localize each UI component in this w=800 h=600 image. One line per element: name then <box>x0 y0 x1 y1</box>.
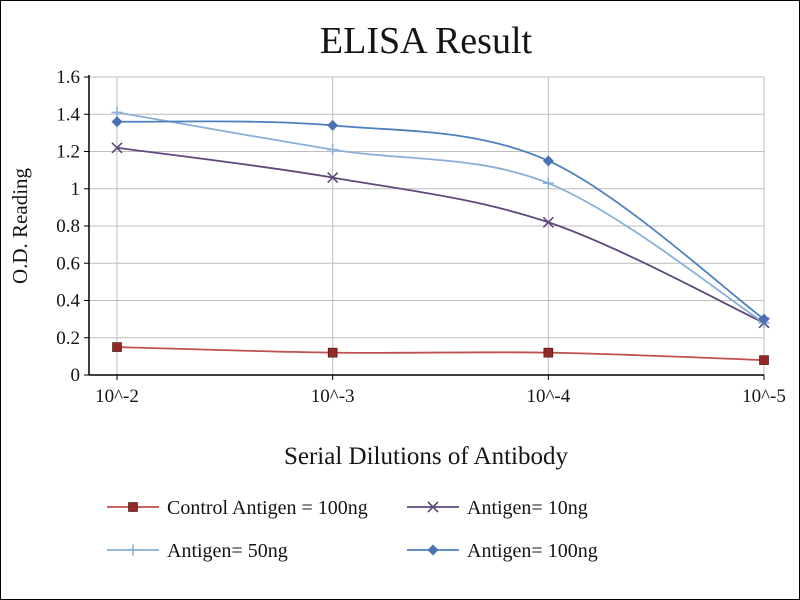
marker-diamond-icon <box>758 313 770 325</box>
series-line <box>116 111 765 324</box>
y-tick-label: 1.2 <box>56 142 80 163</box>
y-tick-label: 1.6 <box>56 67 80 88</box>
series-line <box>116 120 765 320</box>
series-control-antigen-100ng <box>112 342 769 365</box>
y-tick-label: 0.8 <box>56 216 80 237</box>
marker-plus-icon <box>542 177 554 189</box>
marker-x-icon <box>111 142 123 154</box>
marker-square-icon <box>112 342 122 352</box>
marker-x-icon <box>542 216 554 228</box>
legend-label: Antigen= 50ng <box>167 540 288 562</box>
plot-area: 0 0.2 0.4 0.6 0.8 1 1.2 1.4 1.6 10^-2 10^-3 10^-4 10… <box>56 67 786 407</box>
legend-item: Control Antigen = 100ng <box>107 497 368 519</box>
marker-plus-icon <box>111 106 123 118</box>
legend-label: Antigen= 100ng <box>467 540 598 562</box>
series-antigen-100ng <box>111 116 770 325</box>
marker-diamond-icon <box>111 116 123 128</box>
marker-diamond-icon <box>542 155 554 167</box>
legend-label: Antigen= 10ng <box>467 497 588 519</box>
marker-x-icon <box>427 501 439 513</box>
y-tick-label: 0 <box>71 365 81 386</box>
chart-legend: Control Antigen = 100ng Antigen= 10ng Anti… <box>107 497 598 562</box>
series-line <box>116 146 765 324</box>
legend-label: Control Antigen = 100ng <box>167 497 368 519</box>
marker-plus-icon <box>127 544 139 556</box>
y-tick-label: 1.4 <box>56 104 80 125</box>
marker-x-icon <box>327 172 339 184</box>
x-tick-label: 10^-3 <box>311 386 355 407</box>
legend-item: Antigen= 50ng <box>107 540 288 562</box>
legend-item: Antigen= 10ng <box>407 497 588 519</box>
marker-square-icon <box>543 347 554 358</box>
y-tick-label: 1 <box>71 179 81 200</box>
y-axis-label: O.D. Reading <box>8 167 32 284</box>
chart-title: ELISA Result <box>320 20 533 62</box>
marker-square-icon <box>759 355 769 365</box>
legend-item: Antigen= 100ng <box>407 540 598 562</box>
y-tick-label: 0.4 <box>56 291 80 312</box>
y-tick-label: 0.2 <box>56 328 80 349</box>
series-antigen-10ng <box>111 142 770 329</box>
marker-square-icon <box>128 502 138 512</box>
x-axis-label: Serial Dilutions of Antibody <box>284 443 569 470</box>
x-tick-label: 10^-5 <box>742 386 786 407</box>
y-tick-label: 0.6 <box>56 253 80 274</box>
series-line <box>116 346 765 361</box>
series-antigen-50ng <box>111 106 770 329</box>
marker-plus-icon <box>327 144 339 156</box>
marker-diamond-icon <box>427 544 439 556</box>
x-tick-label: 10^-4 <box>526 386 570 407</box>
marker-diamond-icon <box>327 119 339 131</box>
x-tick-label: 10^-2 <box>95 386 139 407</box>
marker-square-icon <box>327 347 338 358</box>
